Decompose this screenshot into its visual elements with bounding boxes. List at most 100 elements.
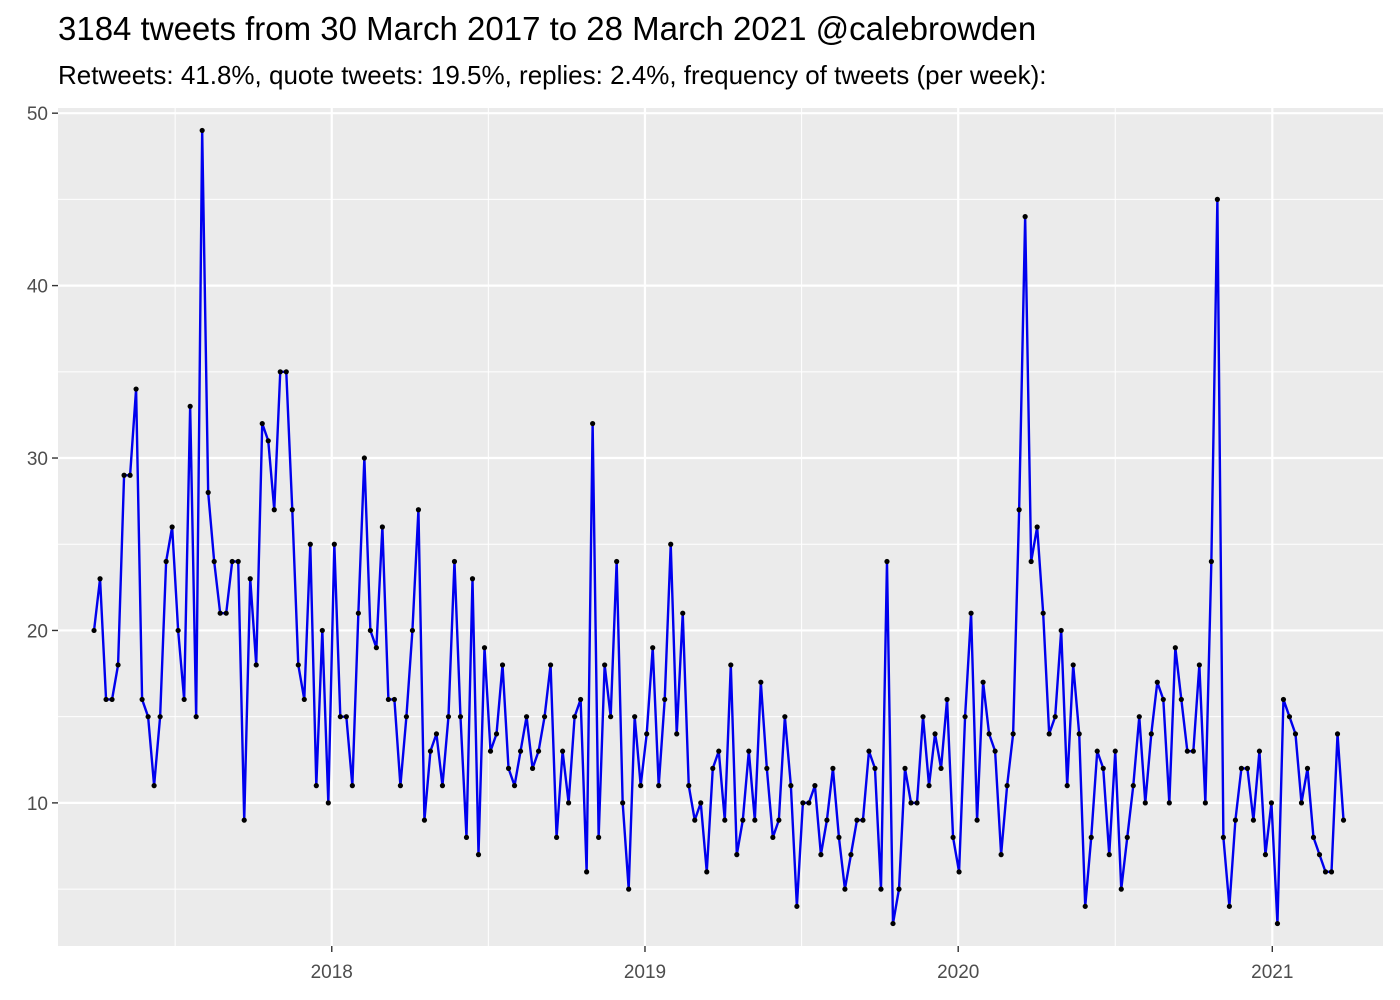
data-point [716,748,722,754]
data-point [121,472,127,478]
data-point [253,662,259,668]
data-point [1244,765,1251,772]
data-point [1166,800,1172,806]
data-point [812,783,818,789]
data-point [457,714,464,720]
data-point [1226,903,1232,909]
data-point [830,765,836,772]
data-point [956,869,962,875]
data-point [541,714,548,720]
data-point [1274,920,1281,927]
data-point [343,714,349,720]
data-point [373,645,379,651]
data-point [1088,834,1094,840]
data-point [986,731,992,737]
data-point [277,369,283,375]
data-point [1028,558,1034,565]
grid-major [58,108,1383,946]
data-point [247,576,253,582]
data-point [1304,765,1311,772]
data-point [1214,196,1220,202]
data-point [1058,627,1064,634]
data-point [1232,817,1238,823]
data-point [283,369,289,375]
data-point [728,662,734,668]
data-point [662,696,668,703]
data-point [1328,869,1335,875]
data-point [451,558,458,565]
data-point [307,541,313,547]
data-point [421,817,428,823]
data-point [187,403,193,409]
data-point [1016,507,1022,513]
data-point [668,541,674,547]
data-point [1094,748,1100,754]
data-point [1046,731,1052,737]
chart-subtitle: Retweets: 41.8%, quote tweets: 19.5%, re… [58,60,1047,90]
data-point [91,627,97,634]
x-tick-label: 2018 [311,962,353,983]
data-point [1202,800,1208,806]
data-point [259,420,265,427]
data-point [427,748,434,754]
data-point [1130,783,1136,789]
x-tick-label: 2020 [937,962,979,983]
data-point [1082,903,1088,909]
axis-ticks: 2018 2019 2020 2021 10 20 30 40 50 [27,104,1294,983]
data-point [361,455,367,461]
data-point [650,645,656,651]
data-point [1262,852,1269,858]
data-point [608,714,614,720]
data-point [1160,696,1166,703]
data-point [674,731,680,737]
data-point [602,662,608,668]
data-point [1052,714,1058,720]
data-point [127,472,133,478]
data-point [229,558,235,565]
data-point [626,886,632,892]
data-point [1064,783,1070,789]
y-tick-label: 30 [27,449,48,470]
data-point [349,783,355,789]
data-point [722,817,728,823]
data-point [175,627,181,634]
data-point [932,731,938,737]
chart-title: 3184 tweets from 30 March 2017 to 28 Mar… [58,10,1037,47]
data-point [908,800,914,806]
data-point [566,800,572,806]
data-point [1118,886,1124,892]
data-point [1178,696,1184,703]
data-point [710,765,716,772]
data-point [439,783,446,789]
data-point [235,558,241,565]
data-point [1340,817,1347,823]
data-point [770,834,776,840]
data-point [860,817,866,823]
data-point [974,817,980,823]
x-tick-label: 2021 [1251,962,1293,983]
data-point [379,524,385,530]
data-point [1286,714,1293,720]
data-point [1100,765,1106,772]
data-point [1124,834,1130,840]
data-point [686,783,692,789]
data-point [1148,731,1154,737]
data-point [1322,869,1329,875]
data-point [806,800,812,806]
data-point [475,852,482,858]
data-point [493,731,500,737]
data-point [367,627,373,634]
data-point [644,731,650,737]
data-point [590,420,596,427]
data-point [836,834,842,840]
data-point [578,696,584,703]
data-point [151,783,157,789]
data-point [788,783,794,789]
data-point [517,748,524,754]
data-point [782,714,788,720]
data-point [223,610,229,616]
data-point [487,748,494,754]
data-point [415,507,422,513]
data-point [409,627,416,634]
data-point [295,662,301,668]
